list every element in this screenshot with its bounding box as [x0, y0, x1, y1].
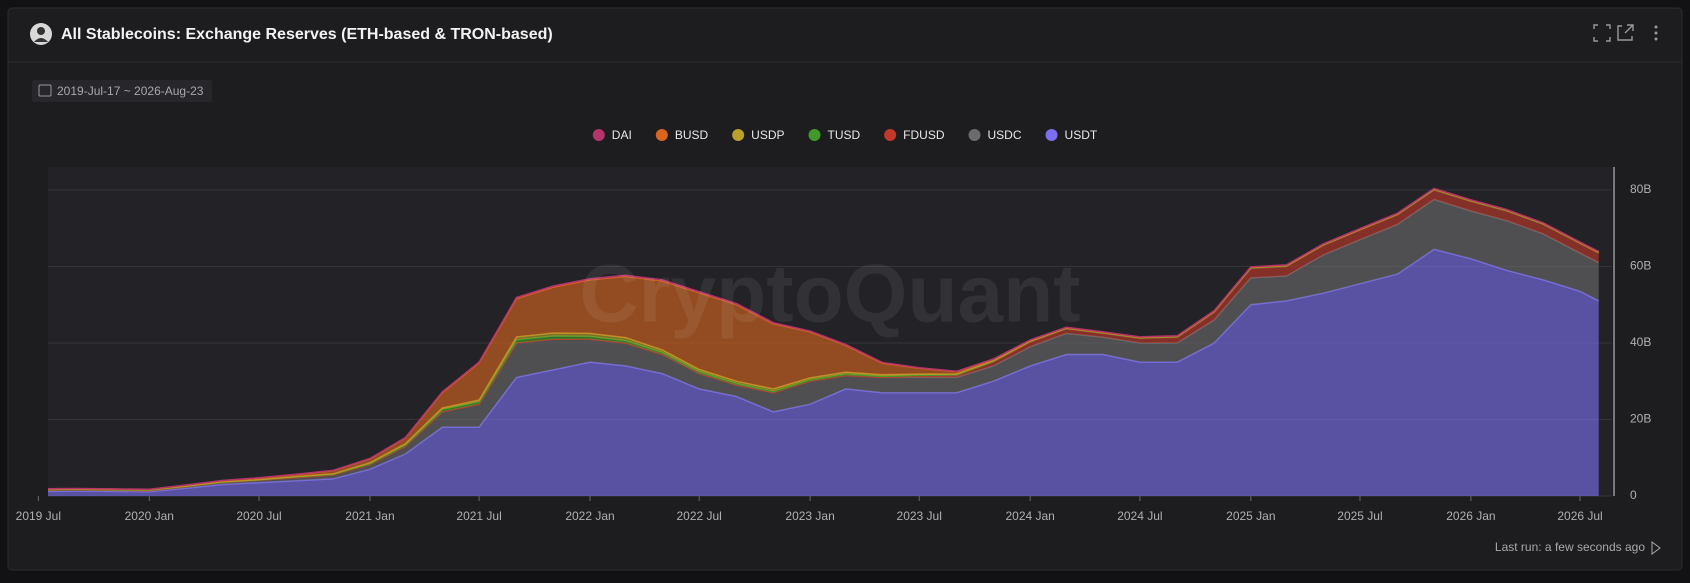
y-tick-label: 60B [1630, 259, 1651, 273]
legend-label: USDT [1065, 128, 1098, 142]
area-6 [48, 249, 1599, 496]
x-tick-label: 2024 Jan [1005, 509, 1054, 523]
x-tick-label: 2020 Jan [125, 509, 174, 523]
x-tick-label: 2026 Jul [1557, 509, 1602, 523]
chart-title: All Stablecoins: Exchange Reserves (ETH-… [61, 26, 553, 43]
date-range: 2019-Jul-17 ~ 2026-Aug-23 [57, 84, 204, 98]
y-tick-label: 40B [1630, 335, 1651, 349]
watermark: CryptoQuant [579, 249, 1080, 340]
x-tick-label: 2022 Jul [676, 509, 721, 523]
legend-swatch [968, 129, 981, 141]
fullscreen-icon[interactable] [1593, 24, 1611, 42]
legend-swatch [808, 129, 821, 141]
area-edge [48, 187, 1600, 491]
y-tick-label: 20B [1630, 412, 1651, 426]
open-icon[interactable] [1617, 24, 1634, 41]
series-group [48, 187, 1600, 496]
x-tick-label: 2025 Jan [1226, 509, 1275, 523]
date-chip[interactable] [32, 80, 212, 102]
legend-swatch [732, 129, 745, 141]
legend-swatch [884, 129, 897, 141]
legend-label: DAI [612, 128, 632, 142]
avatar-body [34, 38, 48, 42]
legend-label: FDUSD [903, 128, 945, 142]
x-tick-label: 2023 Jan [785, 509, 834, 523]
y-tick-label: 0 [1630, 488, 1637, 502]
menu-icon[interactable] [1654, 25, 1658, 41]
x-tick-label: 2024 Jul [1117, 509, 1162, 523]
legend-swatch [592, 129, 605, 141]
y-tick-label: 80B [1630, 182, 1651, 196]
legend-swatch [1045, 129, 1058, 141]
legend-label: USDP [751, 128, 784, 142]
x-tick-label: 2026 Jan [1446, 509, 1495, 523]
toolbar[interactable] [1593, 24, 1634, 42]
x-tick-label: 2023 Jul [897, 509, 942, 523]
avatar-head [37, 27, 45, 35]
legend-label: USDC [988, 128, 1022, 142]
x-tick-label: 2025 Jul [1337, 509, 1382, 523]
area-1 [48, 188, 1599, 490]
run-icon[interactable] [1651, 541, 1661, 555]
x-tick-label: 2019 Jul [16, 509, 61, 523]
legend-swatch [655, 129, 668, 141]
x-tick-label: 2020 Jul [236, 509, 281, 523]
x-tick-label: 2021 Jan [345, 509, 394, 523]
legend-label: BUSD [675, 128, 709, 142]
x-tick-label: 2021 Jul [456, 509, 501, 523]
legend-label: TUSD [828, 128, 861, 142]
x-tick-label: 2022 Jan [565, 509, 614, 523]
last-run: Last run: a few seconds ago [1495, 540, 1645, 554]
legend[interactable]: DAI BUSD USDP TUSD FDUSD USDC USDT [592, 128, 1098, 142]
calendar-icon [38, 84, 52, 97]
